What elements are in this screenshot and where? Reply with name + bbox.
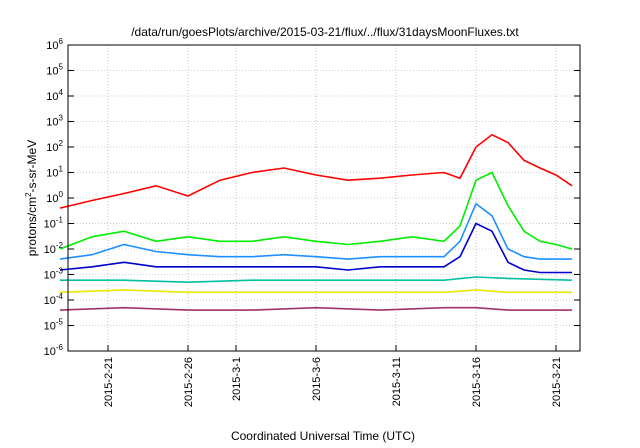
y-tick-base: 10: [44, 321, 56, 333]
x-tick-label: 2015-2-26: [183, 357, 195, 407]
y-tick-exp: 1: [59, 165, 64, 174]
y-tick-base: 10: [46, 40, 58, 52]
y-tick-exp: -2: [56, 241, 64, 250]
x-tick-label: 2015-2-21: [103, 357, 115, 407]
x-tick-label: 2015-3-11: [391, 357, 403, 406]
y-tick-labels: 10-610-510-410-310-210-11001011021031041…: [44, 37, 64, 358]
chart-title: /data/run/goesPlots/archive/2015-03-21/f…: [131, 25, 519, 39]
y-tick-label: 101: [46, 165, 63, 180]
y-tick-label: 106: [46, 37, 63, 52]
y-tick-base: 10: [46, 66, 58, 78]
series-line-3: [59, 222, 572, 274]
y-tick-label: 10-5: [44, 318, 64, 333]
y-tick-exp: 6: [59, 37, 64, 46]
y-tick-base: 10: [44, 244, 56, 256]
y-tick-label: 10-1: [44, 216, 64, 231]
y-axis-label-sup: 2: [24, 192, 33, 197]
series-layer: [59, 133, 573, 311]
y-tick-label: 10-3: [44, 267, 64, 282]
series-line-6: [59, 306, 572, 311]
y-tick-exp: 3: [59, 114, 64, 123]
series-line-5: [59, 289, 572, 294]
y-tick-base: 10: [46, 91, 58, 103]
y-tick-base: 10: [46, 117, 58, 129]
series-line-2: [59, 202, 572, 260]
y-tick-label: 102: [46, 139, 63, 154]
grid-layer: [68, 44, 580, 352]
y-tick-label: 10-6: [44, 343, 64, 358]
y-tick-base: 10: [44, 219, 56, 231]
x-tick-label: 2015-3-21: [551, 357, 563, 407]
x-tick-label: 2015-3-1: [231, 357, 243, 401]
y-axis-label-suffix: -s-sr-MeV: [25, 140, 39, 193]
y-tick-exp: -5: [56, 318, 64, 327]
y-tick-exp: 4: [59, 88, 64, 97]
y-tick-base: 10: [46, 168, 58, 180]
series-line-1: [59, 171, 573, 250]
y-tick-base: 10: [44, 346, 56, 358]
y-tick-base: 10: [46, 193, 58, 205]
y-tick-label: 104: [46, 88, 63, 103]
y-tick-exp: -3: [56, 267, 64, 276]
y-tick-base: 10: [44, 295, 56, 307]
y-tick-exp: 0: [59, 190, 64, 199]
y-tick-label: 105: [46, 63, 63, 78]
y-tick-exp: -6: [56, 343, 64, 352]
y-tick-label: 100: [46, 190, 63, 205]
y-tick-label: 10-2: [44, 241, 64, 256]
series-line-0: [59, 133, 573, 209]
series-line-4: [60, 276, 573, 284]
y-tick-exp: 2: [59, 139, 64, 148]
y-axis-label: protons/cm2-s-sr-MeV: [24, 140, 39, 256]
plot-frame: [67, 44, 581, 352]
y-tick-base: 10: [44, 270, 56, 282]
y-tick-exp: -1: [56, 216, 64, 225]
y-tick-exp: -4: [56, 292, 64, 301]
y-tick-label: 10-4: [44, 292, 64, 307]
x-tick-label: 2015-3-16: [471, 357, 483, 407]
x-tick-labels: 2015-2-21 2015-2-26 2015-3-1 2015-3-6 2015-3…: [103, 357, 563, 407]
y-axis-label-prefix: protons/cm: [25, 197, 39, 256]
y-tick-exp: 5: [59, 63, 64, 72]
y-tick-base: 10: [46, 142, 58, 154]
x-tick-label: 2015-3-6: [311, 357, 323, 401]
x-axis-label: Coordinated Universal Time (UTC): [231, 429, 415, 443]
y-tick-label: 103: [46, 114, 63, 129]
